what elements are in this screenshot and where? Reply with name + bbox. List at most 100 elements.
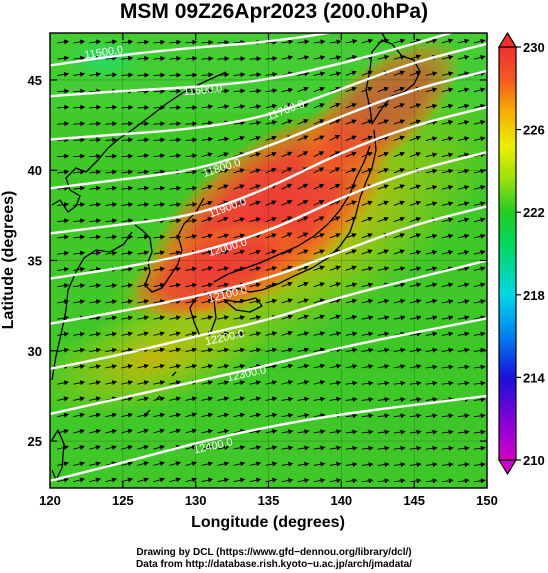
wind-vector xyxy=(73,153,86,159)
wind-vector xyxy=(313,55,326,61)
wind-vector xyxy=(201,428,214,434)
coastlines xyxy=(51,33,421,481)
wind-vector xyxy=(265,200,277,206)
wind-vector xyxy=(121,266,134,272)
wind-vector xyxy=(137,282,150,288)
wind-vector xyxy=(73,428,85,434)
wind-vector xyxy=(233,363,246,369)
wind-vector xyxy=(345,364,358,369)
contour-line xyxy=(50,205,487,325)
wind-vector xyxy=(441,413,454,419)
wind-vector xyxy=(473,445,486,451)
wind-vector xyxy=(57,55,70,61)
wind-vector xyxy=(345,39,358,44)
wind-vector xyxy=(329,183,341,190)
wind-vector xyxy=(457,136,470,142)
wind-vector xyxy=(89,315,102,321)
wind-vector xyxy=(201,200,213,206)
wind-vector xyxy=(153,266,166,272)
colorbar-bottom-triangle xyxy=(497,459,518,476)
wind-vector xyxy=(89,39,102,45)
wind-vector xyxy=(425,120,438,125)
wind-vector xyxy=(425,168,438,174)
wind-vector xyxy=(265,88,278,94)
wind-vector xyxy=(281,200,293,206)
wind-vector xyxy=(473,380,486,386)
wind-vector xyxy=(473,87,486,93)
wind-vector xyxy=(73,283,86,289)
wind-vector xyxy=(409,331,422,337)
wind-vector xyxy=(393,184,406,190)
wind-vector xyxy=(121,234,134,240)
wind-vector xyxy=(249,282,262,288)
wind-vector xyxy=(249,217,262,223)
wind-vector xyxy=(89,185,102,191)
wind-vector xyxy=(409,103,422,109)
wind-vector xyxy=(217,461,230,467)
wind-vector xyxy=(329,461,342,467)
credit-data-source: Data from http://database.rish.kyoto−u.a… xyxy=(136,559,412,570)
wind-vector xyxy=(457,168,470,174)
wind-vector xyxy=(473,266,486,272)
wind-vector xyxy=(249,445,262,451)
wind-vector xyxy=(121,445,133,450)
wind-vector xyxy=(201,298,214,304)
wind-vector xyxy=(153,477,165,483)
wind-vector xyxy=(425,478,438,484)
wind-vector xyxy=(473,397,486,403)
wind-vector xyxy=(249,266,262,272)
wind-vector xyxy=(425,136,438,142)
wind-vector xyxy=(281,265,293,271)
wind-vector xyxy=(73,266,86,272)
wind-vector xyxy=(329,233,341,239)
wind-vector xyxy=(409,70,422,76)
wind-vector xyxy=(393,200,406,206)
wind-vector xyxy=(169,477,182,483)
wind-vector xyxy=(153,347,166,353)
wind-vector xyxy=(121,121,134,127)
wind-vector xyxy=(345,200,357,206)
wind-vector xyxy=(233,445,246,451)
wind-vector xyxy=(329,167,341,174)
wind-vector xyxy=(169,315,182,321)
wind-vector xyxy=(457,185,470,190)
wind-vector xyxy=(329,282,342,288)
wind-vector xyxy=(361,282,374,288)
wind-vector xyxy=(473,462,486,468)
wind-vector xyxy=(345,445,358,451)
wind-vector xyxy=(425,331,438,337)
wind-vector xyxy=(233,477,246,483)
wind-vector xyxy=(297,71,310,77)
wind-vector xyxy=(281,103,293,109)
colorbar-tick-label: 218 xyxy=(523,288,545,303)
wind-vector xyxy=(201,56,214,62)
wind-vector xyxy=(345,298,358,304)
wind-vector xyxy=(185,444,198,450)
wind-vector xyxy=(265,217,277,223)
wind-vector xyxy=(457,120,470,125)
wind-vector xyxy=(329,478,342,483)
wind-vector xyxy=(73,299,86,305)
wind-vector xyxy=(105,477,117,483)
y-axis-label: Latitude (degrees) xyxy=(0,191,17,330)
wind-vector xyxy=(233,249,246,255)
wind-vector xyxy=(441,103,454,109)
wind-vector xyxy=(425,282,438,288)
wind-vector xyxy=(265,298,278,304)
wind-vector xyxy=(377,168,390,174)
wind-vector xyxy=(249,184,261,190)
wind-vector xyxy=(233,298,246,304)
wind-vector xyxy=(473,299,486,305)
wind-vector xyxy=(297,380,310,385)
wind-vector xyxy=(409,135,422,141)
wind-vector xyxy=(57,39,70,45)
wind-vector xyxy=(201,380,214,386)
wind-vector xyxy=(329,102,341,109)
wind-vector xyxy=(361,70,373,76)
wind-vector xyxy=(329,331,342,337)
wind-vector xyxy=(217,315,230,321)
wind-vector xyxy=(457,315,470,321)
contour-line xyxy=(50,151,487,280)
wind-vector xyxy=(345,347,358,353)
wind-vector xyxy=(169,137,182,143)
